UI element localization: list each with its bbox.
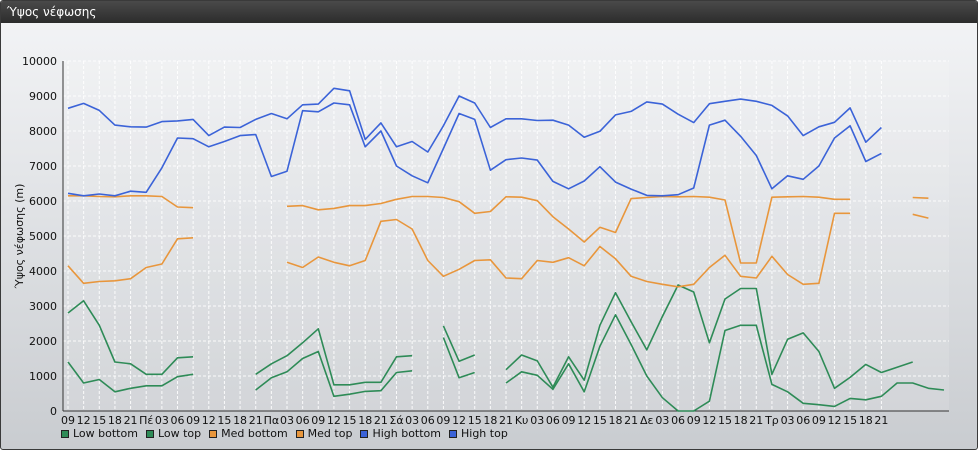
x-tick-label: Πα [264,414,280,427]
series-line-low-top [67,284,913,390]
y-tick-label: 10000 [22,55,57,68]
legend-swatch [145,429,154,438]
x-tick-label: 15 [593,414,607,427]
y-tick-label: 4000 [29,265,57,278]
legend-swatch [295,429,304,438]
x-tick-label: 18 [108,414,122,427]
x-tick-label: 09 [562,414,576,427]
x-tick-label: 21 [499,414,513,427]
x-tick-label: 21 [874,414,888,427]
x-tick-label: 03 [781,414,795,427]
x-tick-label: 12 [702,414,716,427]
x-tick-label: 12 [327,414,341,427]
x-tick-label: 21 [749,414,763,427]
legend-swatch [360,429,369,438]
x-tick-label: 21 [124,414,138,427]
x-tick-label: 12 [202,414,216,427]
y-tick-label: 6000 [29,195,57,208]
y-tick-label: 9000 [29,90,57,103]
y-tick-label: 1000 [29,370,57,383]
x-tick-label: 18 [859,414,873,427]
x-tick-label: 06 [171,414,185,427]
x-tick-label: 18 [609,414,623,427]
legend-label: Low top [157,427,202,440]
x-tick-label: 06 [421,414,435,427]
legend-swatch [61,429,69,438]
x-tick-label: 15 [843,414,857,427]
y-tick-label: 2000 [29,335,57,348]
x-tick-label: 18 [734,414,748,427]
x-tick-label: 06 [671,414,685,427]
y-tick-label: 5000 [29,230,57,243]
legend-item: Low bottom [61,427,138,440]
x-tick-label: 09 [812,414,826,427]
legend-swatch [449,429,457,438]
cloud-height-chart: 0 1000 2000 3000 4000 5000 6000 7000 8000 9000 100… [13,55,949,427]
legend-label: Med top [307,427,353,440]
x-tick-label: 15 [468,414,482,427]
x-tick-label: 12 [828,414,842,427]
x-tick-label: Τρ [764,414,779,427]
x-tick-label: 21 [374,414,388,427]
y-axis-label: Ύψος νέφωσης (m) [13,184,26,290]
y-tick-label: 8000 [29,125,57,138]
x-tick-label: 09 [61,414,75,427]
legend-item: Med bottom [209,427,288,440]
x-tick-label: 21 [249,414,263,427]
x-tick-label: 12 [77,414,91,427]
legend-label: Med bottom [221,427,288,440]
x-tick-label: 06 [796,414,810,427]
x-tick-label: 15 [343,414,357,427]
x-tick-label: 18 [233,414,247,427]
x-tick-label: 18 [358,414,372,427]
x-tick-label: Κυ [515,414,529,427]
legend-item: Med top [295,427,353,440]
x-tick-label: 18 [483,414,497,427]
legend-label: Low bottom [73,427,138,440]
y-tick-label: 3000 [29,300,57,313]
x-tick-label: 09 [311,414,325,427]
series-line-high-top [67,87,882,153]
x-tick-label: 03 [280,414,294,427]
x-tick-label: 12 [577,414,591,427]
x-tick-label: Σά [389,414,403,427]
y-tick-label: 7000 [29,160,57,173]
x-tick-label: 03 [530,414,544,427]
x-tick-label: 06 [296,414,310,427]
x-tick-label: 09 [687,414,701,427]
series-line-med-bottom [67,212,929,288]
x-tick-label: Πέ [139,414,153,427]
legend-item: High top [449,427,508,440]
x-tick-label: 09 [436,414,450,427]
x-tick-label: 03 [155,414,169,427]
x-tick-label: 15 [92,414,106,427]
x-tick-label: 09 [186,414,200,427]
series-line-high-bottom [67,102,882,197]
legend: Low bottom Low top Med bottom Med top High b… [61,427,508,440]
legend-item: Low top [145,427,202,440]
x-tick-label: 21 [624,414,638,427]
x-tick-label: 03 [405,414,419,427]
y-tick-label: 0 [50,405,57,418]
x-tick-label: 03 [655,414,669,427]
legend-swatch [209,429,218,438]
x-tick-label: Δε [640,414,654,427]
x-tick-label: 15 [718,414,732,427]
window-title: Ύψος νέφωσης [7,5,97,19]
series-line-low-bottom [67,314,945,412]
title-bar: Ύψος νέφωσης [1,1,977,23]
legend-item: High bottom [360,427,441,440]
series-line-med-top [68,195,929,264]
legend-label: High bottom [372,427,441,440]
x-tick-label: 12 [452,414,466,427]
x-tick-label: 06 [546,414,560,427]
x-tick-label: 15 [217,414,231,427]
legend-label: High top [461,427,508,440]
